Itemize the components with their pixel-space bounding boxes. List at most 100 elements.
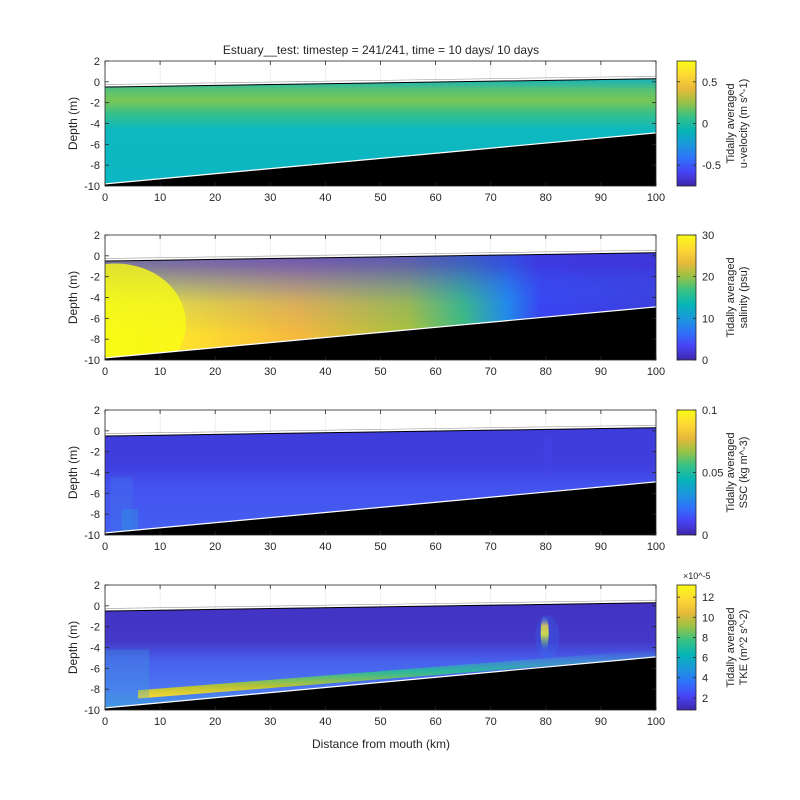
x-tick-label: 70 xyxy=(485,541,497,553)
colorbar-units: SSC (kg m^-3) xyxy=(738,437,750,509)
x-tick-label: 10 xyxy=(154,366,166,378)
x-tick-label: 70 xyxy=(485,716,497,728)
y-tick-label: -8 xyxy=(90,684,100,696)
x-tick-label: 70 xyxy=(485,366,497,378)
colorbar-tick-label: 30 xyxy=(702,230,714,242)
panel-tke: 0 10 20 30 40 50 60 70 80 90 10020-2-4-6-8-10Depth… xyxy=(66,571,750,728)
x-tick-label: 0 xyxy=(102,541,108,553)
colorbar-tick-label: 0 xyxy=(702,530,708,542)
y-tick-label: -4 xyxy=(90,468,100,480)
y-tick-label: -6 xyxy=(90,488,100,500)
colorbar-tick-label: 0 xyxy=(702,355,708,367)
x-tick-label: 60 xyxy=(429,716,441,728)
x-tick-label: 80 xyxy=(540,716,552,728)
x-tick-label: 10 xyxy=(154,541,166,553)
y-tick-label: 0 xyxy=(94,426,100,438)
colorbar-tick-label: 6 xyxy=(702,653,708,665)
x-tick-label: 20 xyxy=(209,541,221,553)
y-tick-label: -8 xyxy=(90,334,100,346)
y-tick-label: 2 xyxy=(94,230,100,242)
colorbar-label: Tidally averaged xyxy=(725,83,737,163)
y-tick-label: -2 xyxy=(90,622,100,634)
y-tick-label: 2 xyxy=(94,56,100,68)
y-tick-label: -6 xyxy=(90,663,100,675)
x-tick-label: 100 xyxy=(647,541,665,553)
y-tick-label: -4 xyxy=(90,119,100,131)
x-tick-label: 50 xyxy=(374,366,386,378)
colorbar-tick-label: 10 xyxy=(702,612,714,624)
colorbar-tick-label: 0.5 xyxy=(702,77,717,89)
y-tick-label: -6 xyxy=(90,139,100,151)
x-tick-label: 80 xyxy=(540,541,552,553)
panel-u-velocity: 0 10 20 30 40 50 60 70 80 90 10020-2-4-6-8-10Depth… xyxy=(66,56,750,204)
y-tick-label: -8 xyxy=(90,160,100,172)
colorbar-label: Tidally averaged xyxy=(725,257,737,337)
x-tick-label: 40 xyxy=(319,716,331,728)
surface-line xyxy=(104,78,657,88)
x-tick-label: 60 xyxy=(429,192,441,204)
colorbar-tick-label: 12 xyxy=(702,592,714,604)
colorbar-tick-label: 10 xyxy=(702,313,714,325)
colorbar-tick-label: 0 xyxy=(702,119,708,131)
y-tick-label: -2 xyxy=(90,272,100,284)
y-tick-label: -2 xyxy=(90,447,100,459)
colorbar-label: Tidally averaged xyxy=(725,607,737,687)
x-tick-label: 20 xyxy=(209,192,221,204)
y-axis-label: Depth (m) xyxy=(66,621,80,674)
y-tick-label: -4 xyxy=(90,293,100,305)
x-tick-label: 30 xyxy=(264,192,276,204)
x-tick-label: 10 xyxy=(154,716,166,728)
x-axis-label: Distance from mouth (km) xyxy=(312,737,450,751)
x-tick-label: 20 xyxy=(209,366,221,378)
y-axis-label: Depth (m) xyxy=(66,271,80,324)
x-tick-label: 0 xyxy=(102,192,108,204)
y-tick-label: -8 xyxy=(90,509,100,521)
colorbar-units: salinity (psu) xyxy=(738,267,750,329)
y-tick-label: -4 xyxy=(90,643,100,655)
colorbar-units: u-velocity (m s^-1) xyxy=(738,79,750,169)
y-tick-label: 0 xyxy=(94,251,100,263)
colorbar-tick-label: 2 xyxy=(702,693,708,705)
x-tick-label: 50 xyxy=(374,192,386,204)
panel-ssc: 0 10 20 30 40 50 60 70 80 90 10020-2-4-6-8-10Depth… xyxy=(66,405,750,553)
y-tick-label: -10 xyxy=(84,181,100,193)
colorbar-units: TKE (m^2 s^-2) xyxy=(738,610,750,686)
x-tick-label: 100 xyxy=(647,716,665,728)
y-tick-label: 0 xyxy=(94,601,100,613)
x-tick-label: 50 xyxy=(374,716,386,728)
colorbar-tke: 12 10 8 6 4 2 ×10^-5 Tidally averaged TKE (m^2 s… xyxy=(676,571,750,711)
x-tick-label: 30 xyxy=(264,716,276,728)
x-tick-label: 90 xyxy=(595,541,607,553)
panel-salinity: 0 10 20 30 40 50 60 70 80 90 10020-2-4-6-8-10Depth… xyxy=(66,230,750,378)
surface-line xyxy=(104,427,657,437)
y-tick-label: -6 xyxy=(90,313,100,325)
colorbar-tick-label: 4 xyxy=(702,673,708,685)
colorbar-tick-label: 20 xyxy=(702,272,714,284)
x-tick-label: 40 xyxy=(319,192,331,204)
surface-line xyxy=(104,252,657,262)
y-tick-label: 2 xyxy=(94,405,100,417)
x-tick-label: 90 xyxy=(595,366,607,378)
y-axis-label: Depth (m) xyxy=(66,446,80,499)
x-tick-label: 90 xyxy=(595,192,607,204)
colorbar-salinity: 30 20 10 0 Tidally averaged salinity (psu) xyxy=(676,230,750,367)
x-tick-label: 0 xyxy=(102,366,108,378)
x-tick-label: 40 xyxy=(319,366,331,378)
y-tick-label: -10 xyxy=(84,530,100,542)
x-tick-label: 40 xyxy=(319,541,331,553)
y-tick-label: 0 xyxy=(94,77,100,89)
x-tick-label: 100 xyxy=(647,366,665,378)
colorbar-tick-label: -0.5 xyxy=(702,160,721,172)
x-tick-label: 100 xyxy=(647,192,665,204)
x-tick-label: 60 xyxy=(429,366,441,378)
x-tick-label: 80 xyxy=(540,192,552,204)
colorbar-u-velocity: 0.5 0 -0.5 Tidally averaged u-velocity (m s^… xyxy=(676,60,750,187)
y-tick-label: -2 xyxy=(90,98,100,110)
colorbar-tick-label: 0.1 xyxy=(702,405,717,417)
figure-title: Estuary__test: timestep = 241/241, time … xyxy=(223,43,539,57)
y-tick-label: -10 xyxy=(84,705,100,717)
x-tick-label: 50 xyxy=(374,541,386,553)
x-tick-label: 30 xyxy=(264,541,276,553)
y-tick-label: 2 xyxy=(94,580,100,592)
